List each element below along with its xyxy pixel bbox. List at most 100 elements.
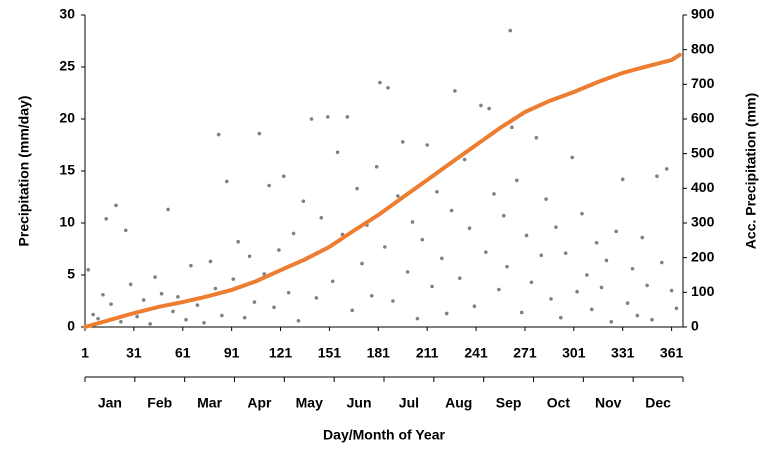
y2-tick-label: 400 — [691, 179, 715, 195]
rain-point — [301, 199, 306, 203]
month-label: Jan — [98, 395, 122, 411]
x-tick-label: 241 — [464, 345, 488, 361]
rain-point — [101, 292, 105, 297]
rain-point — [378, 80, 382, 85]
x-tick-label: 151 — [318, 345, 342, 361]
x-tick-label: 331 — [611, 345, 635, 361]
rain-point — [319, 216, 324, 220]
rain-point — [171, 309, 175, 314]
rain-point — [640, 235, 645, 240]
rain-point — [202, 321, 206, 325]
rain-point — [86, 268, 91, 272]
month-label: Apr — [247, 395, 272, 411]
rain-point — [355, 186, 359, 191]
rain-point — [350, 308, 355, 313]
x-tick-label: 361 — [660, 345, 684, 361]
rain-point — [391, 299, 395, 303]
rain-point — [148, 322, 152, 326]
rain-point — [415, 316, 420, 321]
rain-point — [589, 307, 594, 312]
y-tick-label: 25 — [59, 58, 75, 74]
rain-point — [195, 303, 200, 307]
month-label: May — [296, 395, 323, 411]
rain-point — [216, 132, 221, 137]
rain-point — [281, 174, 286, 178]
y-tick-label: 10 — [59, 214, 75, 230]
rain-point — [159, 291, 164, 296]
rain-point — [669, 288, 674, 293]
rain-point — [645, 283, 649, 288]
accumulated-line — [83, 52, 682, 329]
y2-tick-label: 0 — [691, 318, 699, 334]
rain-point — [96, 316, 100, 321]
month-label: Oct — [547, 395, 571, 411]
y2-tick-label: 200 — [691, 248, 715, 264]
rain-point — [580, 211, 584, 216]
rain-point — [410, 220, 415, 224]
rain-point — [664, 167, 669, 171]
x-tick-label: 31 — [126, 345, 142, 361]
rain-point — [314, 296, 319, 300]
rain-point — [309, 117, 314, 121]
x-tick-label: 121 — [269, 345, 293, 361]
rain-point — [396, 194, 400, 198]
rain-point — [166, 207, 170, 212]
rain-point — [620, 177, 625, 182]
rain-point — [630, 266, 635, 271]
rain-point — [91, 312, 95, 317]
rain-point — [400, 140, 405, 144]
rain-point — [558, 315, 563, 320]
y2-tick-label: 700 — [691, 75, 715, 91]
rain-point — [345, 115, 350, 119]
rain-point — [296, 318, 301, 323]
x-tick-label: 91 — [224, 345, 240, 361]
rain-point — [224, 179, 229, 184]
rain-point — [510, 125, 514, 130]
rain-point — [655, 174, 659, 178]
rain-point — [539, 253, 544, 258]
rain-point — [462, 157, 467, 162]
rain-point — [272, 305, 276, 310]
y-tick-label: 30 — [59, 6, 75, 22]
x-axis-label: Day/Month of Year — [323, 427, 445, 443]
rain-point — [374, 165, 379, 169]
rain-point — [508, 28, 513, 33]
rain-point — [176, 295, 180, 299]
rain-point — [262, 272, 267, 276]
rain-point — [291, 231, 296, 236]
rain-point — [492, 192, 496, 196]
rain-point — [277, 248, 281, 252]
rain-point — [575, 289, 579, 294]
y2-tick-label: 600 — [691, 110, 715, 126]
rain-point — [335, 150, 340, 155]
rain-point — [457, 276, 462, 280]
rain-point — [449, 208, 454, 213]
rain-point — [420, 237, 425, 242]
rain-point — [585, 273, 589, 277]
rain-point — [660, 260, 664, 265]
rain-point — [487, 106, 491, 111]
rain-point — [123, 228, 128, 233]
rain-point — [529, 280, 534, 285]
month-label: Nov — [595, 395, 622, 411]
rain-point — [386, 86, 390, 90]
y-tick-label: 20 — [59, 110, 75, 126]
rain-point — [570, 155, 574, 160]
rain-point — [128, 282, 133, 287]
rain-point — [594, 240, 599, 245]
y2-tick-label: 300 — [691, 214, 715, 230]
rain-point — [472, 304, 477, 309]
x-tick-label: 301 — [562, 345, 586, 361]
month-label: Jun — [347, 395, 372, 411]
rain-point — [484, 250, 488, 254]
rain-point — [360, 261, 364, 266]
rain-point — [467, 226, 472, 230]
rain-point — [519, 310, 524, 315]
rain-point — [609, 320, 614, 324]
month-label: Sep — [496, 395, 522, 411]
rain-point — [104, 217, 108, 221]
x-tick-label: 271 — [513, 345, 537, 361]
x-tick-label: 181 — [367, 345, 391, 361]
y-tick-label: 0 — [67, 318, 75, 334]
